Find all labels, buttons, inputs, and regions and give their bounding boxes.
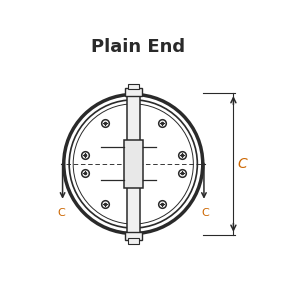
Bar xyxy=(127,93,140,235)
Bar xyxy=(124,140,143,188)
Bar xyxy=(128,238,139,244)
Bar xyxy=(125,232,142,240)
Text: C: C xyxy=(58,208,65,218)
Text: Plain End: Plain End xyxy=(91,38,185,56)
Bar xyxy=(128,84,139,89)
Text: C: C xyxy=(201,208,209,218)
Text: C: C xyxy=(237,157,247,171)
Bar xyxy=(125,88,142,95)
